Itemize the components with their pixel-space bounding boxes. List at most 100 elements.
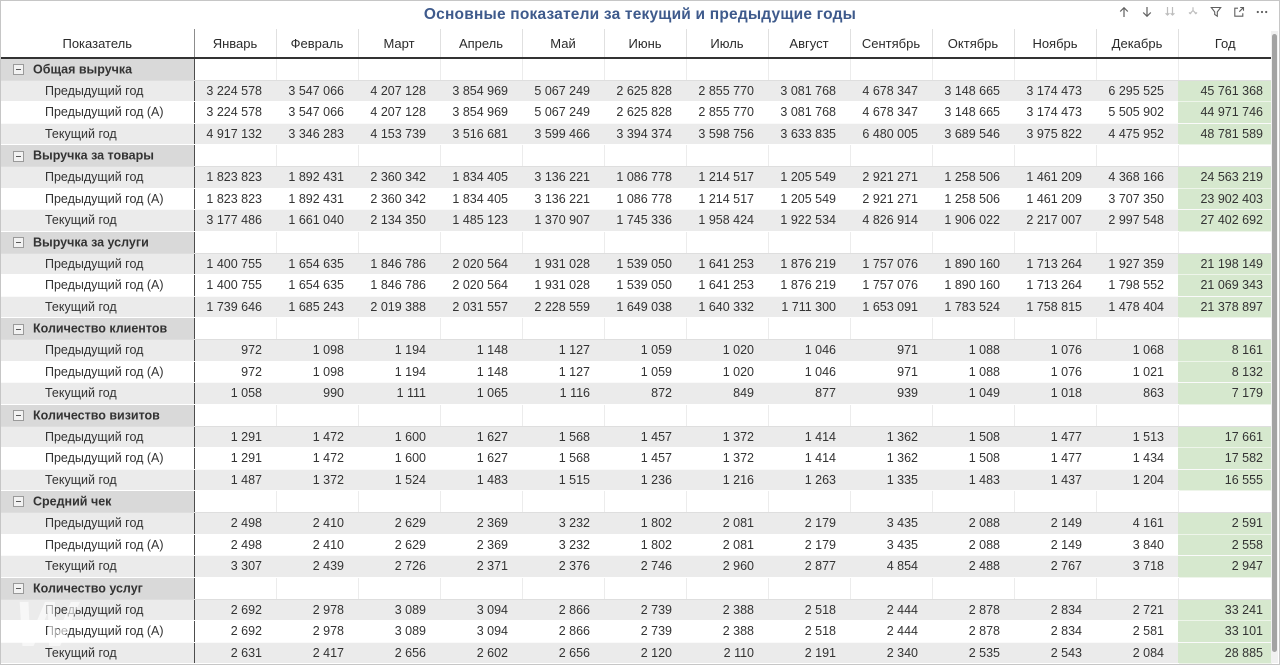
column-header[interactable]: Июль (685, 29, 768, 59)
value-cell: 3 174 473 (1014, 101, 1096, 124)
group-empty-cell (767, 663, 850, 664)
collapse-icon[interactable] (13, 582, 24, 594)
value-cell: 1 414 (768, 447, 850, 470)
value-cell: 3 136 221 (522, 188, 604, 211)
data-row: Предыдущий год (А) 1 823 823 1 892 431 2 36… (1, 188, 1272, 211)
value-cell: 1 127 (522, 339, 604, 362)
group-empty-cell (685, 144, 768, 168)
row-label: Предыдущий год (1, 80, 195, 103)
group-empty-cell (685, 231, 768, 254)
collapse-icon[interactable] (13, 496, 24, 508)
value-cell: 1 834 405 (440, 166, 522, 189)
column-header[interactable]: Январь (193, 29, 276, 59)
group-empty-cell (685, 577, 768, 600)
year-total-cell: 8 161 (1178, 339, 1272, 362)
more-options-icon[interactable] (1255, 5, 1269, 19)
value-cell: 2 834 (1014, 599, 1096, 622)
value-cell: 1 046 (768, 361, 850, 384)
column-header[interactable]: Ноябрь (1013, 29, 1096, 59)
value-cell: 3 177 486 (194, 209, 276, 232)
column-header[interactable]: Июнь (603, 29, 686, 59)
column-header[interactable]: Март (357, 29, 440, 59)
column-header[interactable]: Показатель (1, 29, 195, 59)
data-row: Предыдущий год 1 291 1 472 1 600 1 627 1 568 1… (1, 426, 1272, 449)
group-empty-cell (603, 404, 686, 427)
group-label-cell: Общая выручка (1, 58, 195, 81)
column-header[interactable]: Декабрь (1095, 29, 1178, 59)
data-row: Предыдущий год (А) 3 224 578 3 547 066 4 20… (1, 101, 1272, 124)
value-cell: 1 892 431 (276, 188, 358, 211)
group-empty-cell (767, 490, 850, 514)
group-label-cell: Выручка за товары (1, 144, 195, 168)
collapse-icon[interactable] (13, 410, 24, 422)
group-empty-cell (357, 317, 440, 341)
column-header[interactable]: Сентябрь (849, 29, 932, 59)
value-cell: 1 437 (1014, 469, 1096, 492)
group-empty-cell (275, 231, 358, 254)
row-label: Предыдущий год (А) (1, 274, 195, 297)
group-name: Средний чек (33, 494, 112, 509)
go-to-next-level-icon[interactable] (1163, 5, 1177, 19)
group-empty-cell (193, 317, 276, 341)
value-cell: 2 978 (276, 620, 358, 643)
value-cell: 2 518 (768, 599, 850, 622)
value-cell: 1 757 076 (850, 274, 932, 297)
group-empty-cell (849, 231, 932, 254)
value-cell: 1 483 (932, 469, 1014, 492)
value-cell: 5 067 249 (522, 101, 604, 124)
value-cell: 5 505 902 (1096, 101, 1178, 124)
value-cell: 1 362 (850, 426, 932, 449)
value-cell: 1 876 219 (768, 253, 850, 276)
row-label: Текущий год (1, 469, 195, 492)
data-row: Текущий год 3 177 486 1 661 040 2 134 350 1 … (1, 209, 1272, 232)
drill-up-icon[interactable] (1117, 5, 1131, 19)
column-header[interactable]: Май (521, 29, 604, 59)
value-cell: 1 291 (194, 426, 276, 449)
value-cell: 971 (850, 339, 932, 362)
vertical-scrollbar[interactable] (1271, 31, 1278, 663)
group-empty-cell (603, 231, 686, 254)
group-empty-cell (193, 490, 276, 514)
group-empty-cell (439, 58, 522, 81)
value-cell: 2 878 (932, 620, 1014, 643)
group-empty-cell (849, 58, 932, 81)
data-row: Текущий год 3 307 2 439 2 726 2 371 2 376 2 74… (1, 555, 1272, 578)
group-empty-cell (1095, 577, 1178, 600)
focus-mode-icon[interactable] (1232, 5, 1246, 19)
collapse-icon[interactable] (13, 150, 24, 162)
value-cell: 1 661 040 (276, 209, 358, 232)
value-cell: 1 362 (850, 447, 932, 470)
group-header-row: Количество услуг (1, 577, 1272, 600)
group-empty-cell (275, 404, 358, 427)
collapse-icon[interactable] (13, 323, 24, 335)
value-cell: 1 653 091 (850, 296, 932, 319)
value-cell: 939 (850, 382, 932, 405)
value-cell: 6 295 525 (1096, 80, 1178, 103)
value-cell: 2 179 (768, 534, 850, 557)
value-cell: 1 485 123 (440, 209, 522, 232)
drill-down-icon[interactable] (1140, 5, 1154, 19)
value-cell: 2 726 (358, 555, 440, 578)
value-cell: 1 258 506 (932, 188, 1014, 211)
year-total-cell: 2 947 (1178, 555, 1272, 578)
column-header[interactable]: Октябрь (931, 29, 1014, 59)
value-cell: 3 089 (358, 620, 440, 643)
group-empty-cell (357, 231, 440, 254)
column-header[interactable]: Апрель (439, 29, 522, 59)
column-header[interactable]: Август (767, 29, 850, 59)
group-empty-cell (849, 404, 932, 427)
value-cell: 1 539 050 (604, 274, 686, 297)
collapse-icon[interactable] (13, 64, 24, 76)
group-empty-cell (849, 317, 932, 341)
value-cell: 1 568 (522, 447, 604, 470)
value-cell: 4 161 (1096, 512, 1178, 535)
filter-icon[interactable] (1209, 5, 1223, 19)
expand-all-icon[interactable] (1186, 5, 1200, 19)
group-header-row (1, 663, 1272, 664)
column-header[interactable]: Год (1177, 29, 1272, 59)
collapse-icon[interactable] (13, 237, 24, 249)
scrollbar-thumb[interactable] (1272, 34, 1277, 652)
column-header[interactable]: Февраль (275, 29, 358, 59)
data-row: Предыдущий год (А) 972 1 098 1 194 1 148 1 12… (1, 361, 1272, 384)
value-cell: 3 232 (522, 534, 604, 557)
